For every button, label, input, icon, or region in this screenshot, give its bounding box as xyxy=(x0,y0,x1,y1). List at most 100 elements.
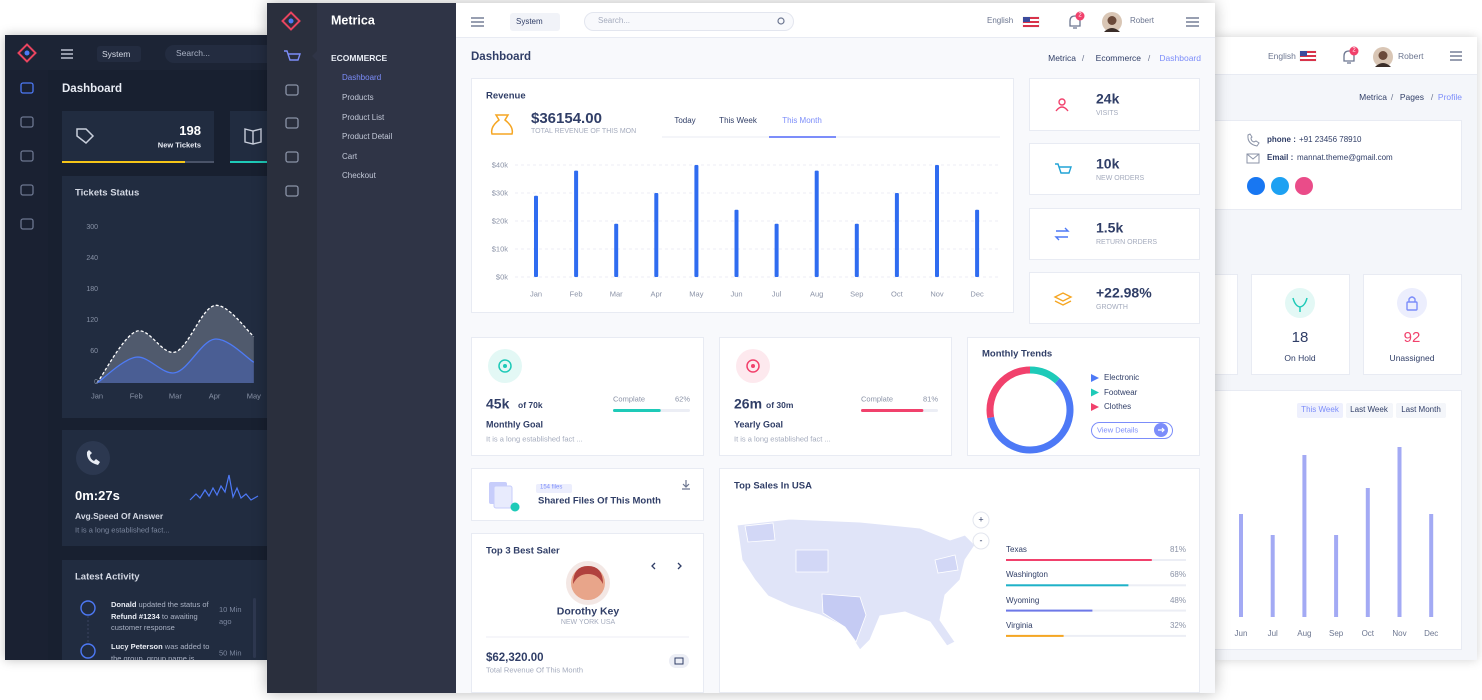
sidebar-icon xyxy=(20,82,34,94)
progress-label: Complate xyxy=(613,394,646,404)
flag-stripe xyxy=(1300,59,1316,61)
amount: $62,320.00 xyxy=(486,652,544,665)
language-select[interactable]: English xyxy=(1268,50,1296,61)
sparkline xyxy=(189,474,259,501)
tab[interactable]: This Week xyxy=(719,116,757,126)
nav-item[interactable]: Product Detail xyxy=(342,132,393,142)
menu-button-label[interactable]: System xyxy=(516,17,543,27)
bar xyxy=(975,209,980,277)
progress-bar xyxy=(1006,634,1064,637)
button-label[interactable]: View Details xyxy=(1097,425,1139,435)
user-name[interactable]: Robert xyxy=(1130,16,1155,26)
counter-label: Unassigned xyxy=(1389,352,1435,363)
tab-active-bg[interactable] xyxy=(1297,403,1343,418)
state-name: Texas xyxy=(1006,545,1027,555)
book-icon xyxy=(244,128,262,145)
chart-tab[interactable]: This Week xyxy=(1301,405,1339,415)
visits-icon-body xyxy=(1055,106,1069,112)
zoom-in[interactable]: + xyxy=(978,514,984,525)
x-tick-label: Feb xyxy=(129,391,143,401)
view-details-button[interactable] xyxy=(1091,422,1173,439)
tab[interactable]: Today xyxy=(674,116,696,126)
search-box[interactable] xyxy=(165,45,267,63)
state-name: Wyoming xyxy=(1006,595,1040,605)
nav-item[interactable]: Dashboard xyxy=(342,73,382,83)
search-input[interactable]: Search... xyxy=(598,16,631,26)
legend-label: Electronic xyxy=(1104,373,1140,383)
activity-highlight: Donald xyxy=(111,600,137,609)
next-arrow xyxy=(677,562,682,570)
user-name[interactable]: Robert xyxy=(1398,50,1424,61)
breadcrumb-item[interactable]: Pages xyxy=(1399,91,1424,102)
flag-stripe xyxy=(1023,17,1039,19)
goal-icon-ring xyxy=(746,359,760,373)
breadcrumb-item[interactable]: Ecommerce xyxy=(1095,52,1141,63)
goal-icon-dot xyxy=(503,364,507,368)
nav-item[interactable]: Product List xyxy=(342,113,385,123)
tab[interactable]: This Month xyxy=(782,116,822,126)
visits-icon xyxy=(1058,98,1066,106)
y-tick-label: $30k xyxy=(491,188,508,198)
x-tick-label: Oct xyxy=(1361,629,1375,639)
phone-icon xyxy=(1247,133,1260,147)
search-box[interactable] xyxy=(584,12,794,31)
goal-icon-dot xyxy=(751,364,755,368)
progress-value: 62% xyxy=(674,394,690,404)
sidebar-icon xyxy=(20,218,34,230)
x-tick-label: Dec xyxy=(1424,629,1439,639)
stat-label: VISITS xyxy=(1096,109,1119,117)
badge xyxy=(1349,46,1359,56)
stat-value: 0m:27s xyxy=(75,488,120,504)
x-tick-label: Nov xyxy=(1392,629,1407,639)
activity-text-part: to awaiting customer response xyxy=(111,611,198,633)
avatar-body xyxy=(1375,63,1391,67)
breadcrumb-item[interactable]: Metrica xyxy=(1359,91,1387,102)
x-tick-label: Aug xyxy=(810,289,824,299)
stat-label: RETURN ORDERS xyxy=(1096,238,1158,246)
x-tick-label: Mar xyxy=(609,289,623,299)
breadcrumb-item[interactable]: Metrica xyxy=(1048,52,1076,63)
progress-bar xyxy=(861,409,924,412)
mail-button xyxy=(669,654,689,668)
logo-dot xyxy=(24,50,30,56)
menu-button[interactable] xyxy=(510,13,560,31)
left-panel: 0 60 120 180 240 300 Jan Feb Mar Apr May System Sear… xyxy=(5,35,267,660)
legend-marker xyxy=(1091,388,1099,397)
chart-tab[interactable]: Last Week xyxy=(1350,405,1388,415)
topbar xyxy=(1215,37,1477,75)
state-value: 48% xyxy=(1169,595,1186,605)
bar xyxy=(935,165,939,277)
person-name: Dorothy Key xyxy=(556,605,620,618)
card-title: Monthly Trends xyxy=(982,348,1053,360)
lock-icon xyxy=(1406,301,1418,311)
counter-icon xyxy=(1397,288,1427,318)
activity-time: 50 Min xyxy=(219,648,242,658)
avatar-body xyxy=(1104,28,1120,32)
menu-button[interactable] xyxy=(97,46,141,62)
tab-bg[interactable] xyxy=(1396,403,1446,418)
cart-icon xyxy=(1055,163,1072,174)
brand: Metrica xyxy=(331,13,375,28)
goal-title: Yearly Goal xyxy=(734,419,784,430)
zoom-out[interactable]: - xyxy=(979,535,983,546)
nav-item[interactable]: Cart xyxy=(342,152,358,162)
email-icon xyxy=(1246,153,1260,164)
x-tick-label: Oct xyxy=(891,289,903,299)
counter-value: 18 xyxy=(1291,329,1309,346)
card xyxy=(62,560,267,660)
flag-canton xyxy=(1023,17,1030,22)
search-input[interactable]: Search... xyxy=(176,47,211,58)
nav-item[interactable]: Products xyxy=(342,93,374,103)
stat-value: 10k xyxy=(1096,155,1120,172)
activity-icon xyxy=(80,600,96,616)
sidebar-icon xyxy=(285,185,299,197)
map-state xyxy=(821,593,867,643)
menu-button-label[interactable]: System xyxy=(102,48,131,59)
chart-tab[interactable]: Last Month xyxy=(1401,405,1441,415)
nav-item[interactable]: Checkout xyxy=(342,171,376,181)
tab-bg[interactable] xyxy=(1346,403,1393,418)
language-select[interactable]: English xyxy=(987,16,1014,26)
goal-target: of 70k xyxy=(518,399,543,410)
prev-arrow xyxy=(651,562,656,570)
